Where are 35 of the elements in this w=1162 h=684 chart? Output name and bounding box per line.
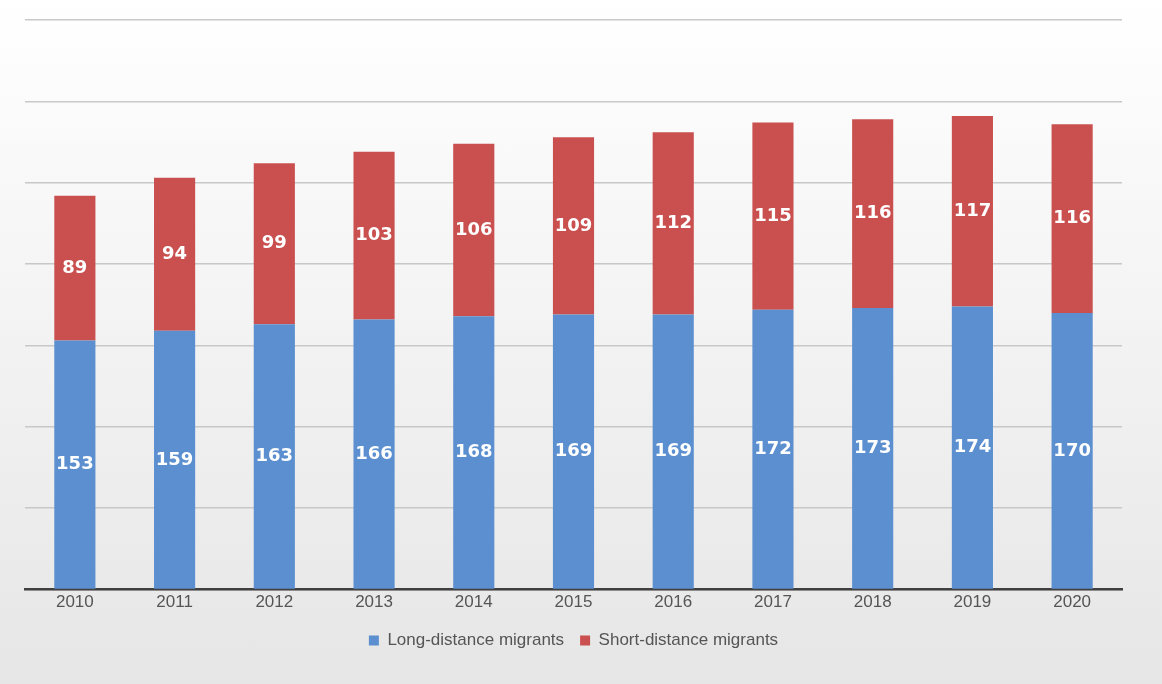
x-tick-label: 2013 bbox=[355, 592, 393, 612]
data-label: 115 bbox=[754, 203, 792, 225]
data-label: 173 bbox=[853, 436, 892, 458]
data-label: 116 bbox=[1053, 206, 1091, 228]
data-label: 106 bbox=[454, 217, 493, 239]
x-tick-label: 2020 bbox=[1053, 592, 1092, 612]
data-label: 170 bbox=[1053, 438, 1091, 460]
data-label: 117 bbox=[953, 198, 992, 220]
data-label: 99 bbox=[261, 231, 287, 253]
data-label: 112 bbox=[654, 211, 693, 233]
x-tick-label: 2017 bbox=[754, 592, 792, 612]
x-tick-label: 2011 bbox=[156, 592, 193, 612]
data-label: 174 bbox=[953, 435, 992, 457]
x-tick-label: 2012 bbox=[255, 592, 294, 612]
x-tick-label: 2014 bbox=[454, 592, 493, 612]
data-label: 153 bbox=[56, 452, 94, 474]
data-label: 103 bbox=[355, 223, 393, 245]
data-label: 116 bbox=[853, 201, 892, 223]
x-tick-label: 2015 bbox=[554, 592, 593, 612]
data-label: 166 bbox=[355, 441, 393, 463]
data-label: 169 bbox=[654, 439, 693, 461]
legend-label: Short-distance migrants bbox=[598, 630, 779, 650]
x-tick-label: 2010 bbox=[55, 592, 94, 612]
data-label: 168 bbox=[454, 440, 493, 462]
data-label: 94 bbox=[162, 242, 188, 264]
data-label: 172 bbox=[754, 436, 792, 458]
x-tick-label: 2019 bbox=[953, 592, 992, 612]
data-label: 169 bbox=[554, 439, 593, 461]
data-label: 159 bbox=[155, 447, 194, 469]
data-label: 163 bbox=[255, 444, 294, 466]
data-label: 89 bbox=[62, 255, 88, 277]
x-tick-label: 2016 bbox=[654, 592, 693, 612]
x-tick-label: 2018 bbox=[853, 592, 892, 612]
legend-label: Long-distance migrants bbox=[387, 630, 565, 650]
data-label: 109 bbox=[554, 213, 593, 235]
